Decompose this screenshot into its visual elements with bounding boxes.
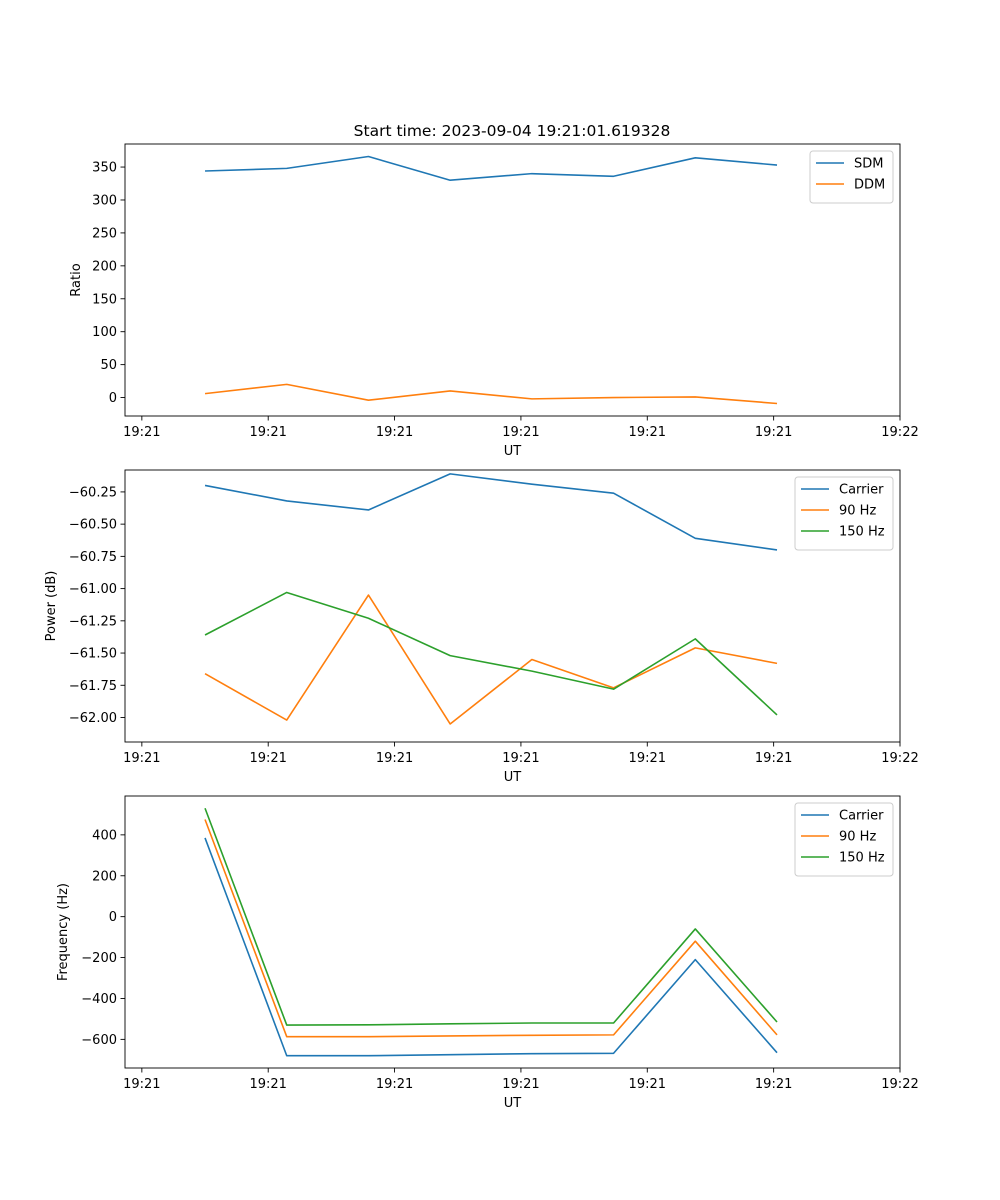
y-tick-label: 50: [100, 358, 117, 373]
x-tick-label: 19:21: [502, 751, 539, 766]
y-tick-label: −600: [81, 1033, 117, 1048]
y-axis-label: Frequency (Hz): [56, 883, 71, 981]
legend-label: 90 Hz: [839, 830, 876, 845]
y-tick-label: 0: [109, 910, 117, 925]
y-tick-label: 200: [92, 259, 117, 274]
figure-title: Start time: 2023-09-04 19:21:01.619328: [354, 122, 671, 140]
series-line-carrier: [204, 837, 778, 1057]
x-tick-label: 19:21: [502, 425, 539, 440]
x-tick-label: 19:21: [502, 1077, 539, 1092]
x-tick-label: 19:21: [755, 751, 792, 766]
chart-panel-3: 19:21 19:21 19:21 19:21 19:21 19:21 19:22 −600 −…: [56, 795, 919, 1111]
x-tick-label: 19:21: [249, 751, 286, 766]
x-tick-label: 19:22: [881, 1077, 918, 1092]
y-tick-label: −62.00: [69, 711, 117, 726]
x-tick-label: 19:21: [755, 425, 792, 440]
chart-panel-2: 19:21 19:21 19:21 19:21 19:21 19:21 19:22 −62.0…: [44, 469, 919, 785]
x-tick-label: 19:22: [881, 425, 918, 440]
x-tick-label: 19:21: [376, 751, 413, 766]
y-tick-label: 0: [109, 391, 117, 406]
legend: Carrier 90 Hz 150 Hz: [794, 802, 894, 877]
legend-label: Carrier: [839, 809, 884, 824]
y-tick-label: −61.25: [69, 614, 117, 629]
y-tick-label: 150: [92, 292, 117, 307]
y-tick-label: 100: [92, 325, 117, 340]
x-tick-label: 19:21: [249, 425, 286, 440]
x-tick-label: 19:21: [629, 1077, 666, 1092]
y-tick-label: −61.75: [69, 679, 117, 694]
chart-panel-1: 19:21 19:21 19:21 19:21 19:21 19:21 19:22 0 50 10…: [69, 143, 919, 459]
legend-label: 150 Hz: [839, 525, 885, 540]
y-tick-label: −61.50: [69, 647, 117, 662]
y-tick-label: −200: [81, 951, 117, 966]
series-line-150-hz: [204, 591, 778, 716]
y-tick-label: 400: [92, 828, 117, 843]
axes-frame: [124, 143, 901, 417]
x-tick-label: 19:22: [881, 751, 918, 766]
series-line-ddm: [204, 383, 778, 405]
y-axis-label: Ratio: [69, 263, 84, 296]
y-tick-label: −61.00: [69, 582, 117, 597]
series-line-150-hz: [204, 807, 778, 1026]
legend: SDM DDM: [809, 150, 894, 204]
axes-frame: [124, 795, 901, 1069]
series-line-sdm: [205, 155, 778, 182]
legend-label: DDM: [854, 178, 885, 193]
y-tick-label: −400: [81, 992, 117, 1007]
legend-label: SDM: [854, 157, 883, 172]
series-line-90-hz: [204, 594, 778, 725]
axes-frame: [124, 469, 901, 743]
y-tick-label: 300: [92, 193, 117, 208]
x-axis-label: UT: [504, 444, 522, 459]
y-tick-label: 250: [92, 226, 117, 241]
x-tick-label: 19:21: [629, 751, 666, 766]
x-tick-label: 19:21: [123, 1077, 160, 1092]
y-axis-label: Power (dB): [44, 571, 59, 642]
x-tick-label: 19:21: [629, 425, 666, 440]
y-tick-label: 350: [92, 161, 117, 176]
x-tick-label: 19:21: [249, 1077, 286, 1092]
legend-label: Carrier: [839, 483, 884, 498]
y-tick-label: −60.25: [69, 485, 117, 500]
x-tick-label: 19:21: [376, 425, 413, 440]
x-tick-label: 19:21: [376, 1077, 413, 1092]
y-tick-label: −60.50: [69, 518, 117, 533]
x-tick-label: 19:21: [123, 751, 160, 766]
legend-box: [809, 150, 894, 204]
series-line-90-hz: [204, 819, 778, 1038]
x-axis-label: UT: [504, 770, 522, 785]
legend-label: 150 Hz: [839, 851, 885, 866]
x-axis-label: UT: [504, 1096, 522, 1111]
y-tick-label: 200: [92, 869, 117, 884]
legend-label: 90 Hz: [839, 504, 876, 519]
x-tick-label: 19:21: [755, 1077, 792, 1092]
series-line-carrier: [204, 473, 778, 551]
x-tick-label: 19:21: [123, 425, 160, 440]
legend: Carrier 90 Hz 150 Hz: [794, 476, 894, 551]
y-tick-label: −60.75: [69, 550, 117, 565]
